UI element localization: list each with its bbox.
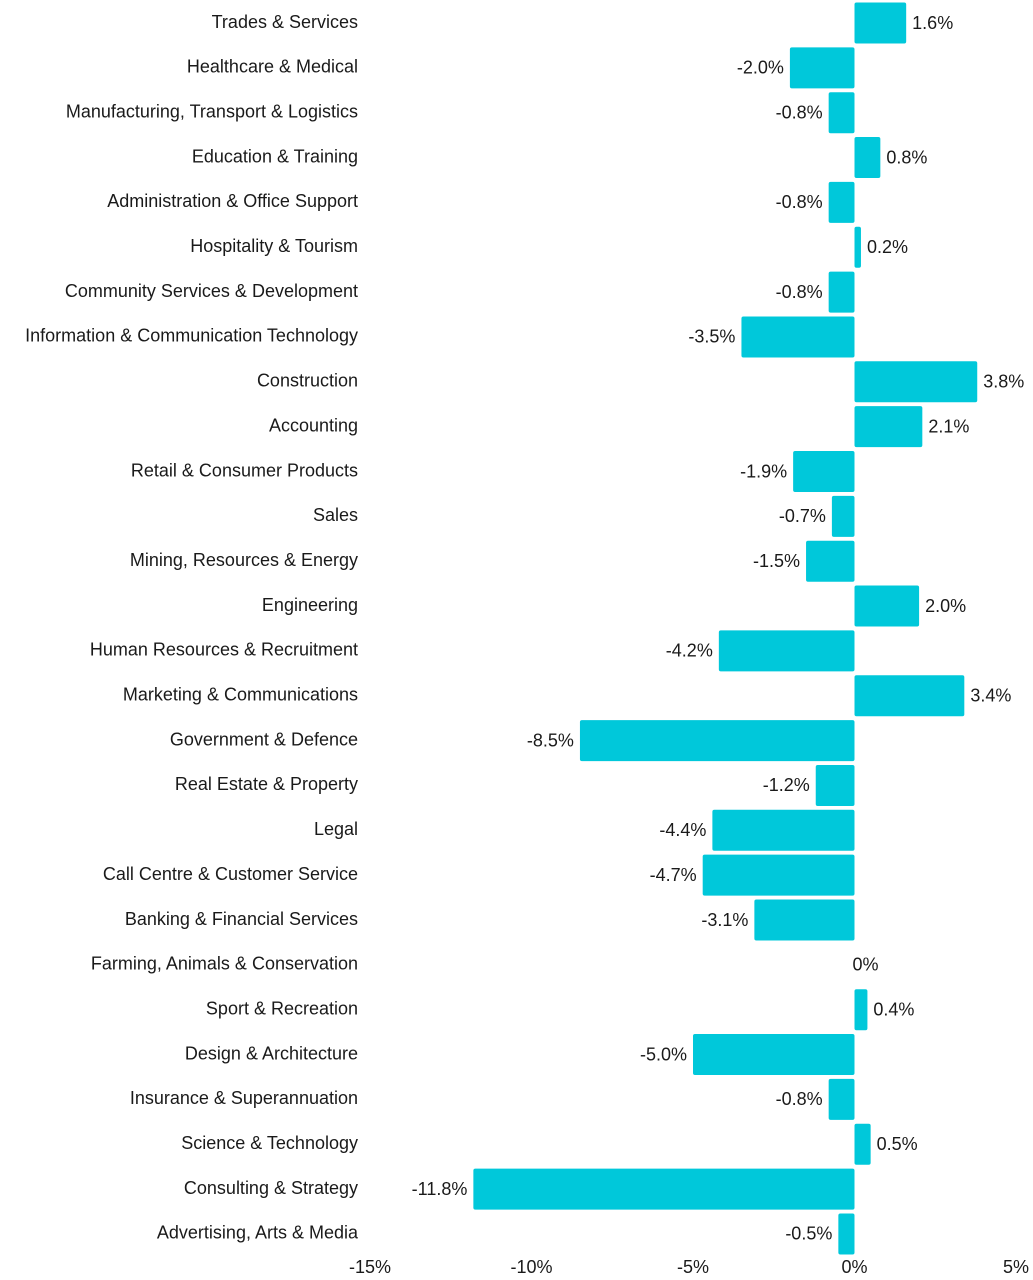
category-label: Mining, Resources & Energy: [130, 550, 358, 570]
category-label: Engineering: [262, 595, 358, 615]
x-axis: -15% -10% -5% 0% 5%: [349, 1257, 1029, 1277]
category-label: Advertising, Arts & Media: [157, 1223, 359, 1243]
data-label: -5.0%: [640, 1044, 687, 1064]
category-label: Retail & Consumer Products: [131, 460, 358, 480]
category-label: Insurance & Superannuation: [130, 1088, 358, 1108]
bar: [702, 854, 855, 896]
bar: [854, 585, 920, 627]
data-label: -4.7%: [650, 865, 697, 885]
category-label: Sport & Recreation: [206, 998, 358, 1018]
bar: [854, 2, 907, 44]
bar: [854, 989, 868, 1031]
category-label: Call Centre & Customer Service: [103, 864, 358, 884]
category-label: Healthcare & Medical: [187, 57, 358, 77]
category-label: Administration & Office Support: [107, 191, 358, 211]
x-tick-label: 0%: [841, 1257, 867, 1277]
data-label: 2.0%: [925, 596, 966, 616]
category-label: Hospitality & Tourism: [190, 236, 358, 256]
category-label: Information & Communication Technology: [25, 326, 358, 346]
category-label: Construction: [257, 371, 358, 391]
category-label: Government & Defence: [170, 729, 358, 749]
x-tick-label: -5%: [677, 1257, 709, 1277]
data-label: 0.4%: [873, 999, 914, 1019]
bar: [854, 361, 978, 403]
bar: [854, 675, 965, 717]
data-label: -1.5%: [753, 551, 800, 571]
data-label: -4.2%: [666, 641, 713, 661]
data-label: 0.2%: [867, 237, 908, 257]
bar: [473, 1168, 855, 1210]
x-tick-label: -15%: [349, 1257, 391, 1277]
data-label: -1.9%: [740, 461, 787, 481]
bar: [789, 47, 855, 89]
data-label: -0.5%: [785, 1224, 832, 1244]
data-label: 0.5%: [877, 1134, 918, 1154]
bar: [579, 720, 855, 762]
data-label: 1.6%: [912, 13, 953, 33]
category-label: Science & Technology: [181, 1133, 358, 1153]
category-label: Real Estate & Property: [175, 774, 358, 794]
data-label: -0.8%: [776, 1089, 823, 1109]
data-label: 2.1%: [928, 416, 969, 436]
category-label: Trades & Services: [212, 12, 358, 32]
bar: [793, 451, 855, 492]
category-label: Marketing & Communications: [123, 685, 358, 705]
bar: [815, 764, 855, 806]
data-label: -1.2%: [763, 775, 810, 795]
data-label: -0.8%: [776, 282, 823, 302]
category-label: Human Resources & Recruitment: [90, 640, 358, 660]
category-label: Design & Architecture: [185, 1043, 358, 1063]
bar: [854, 137, 881, 179]
bar: [828, 1078, 855, 1120]
data-label: 3.8%: [983, 372, 1024, 392]
bar: [854, 1123, 871, 1165]
bar: [828, 271, 855, 313]
category-label: Consulting & Strategy: [184, 1178, 358, 1198]
category-label: Sales: [313, 505, 358, 525]
data-label: 0.8%: [886, 147, 927, 167]
bar: [838, 1213, 855, 1255]
bars: [473, 2, 978, 1255]
data-label: -11.8%: [412, 1179, 468, 1199]
bar: [718, 630, 855, 672]
category-label: Community Services & Development: [65, 281, 358, 301]
x-tick-label: -10%: [510, 1257, 552, 1277]
category-label: Manufacturing, Transport & Logistics: [66, 101, 358, 121]
x-tick-label: 5%: [1003, 1257, 1029, 1277]
bar: [712, 809, 855, 851]
data-label: -3.5%: [688, 327, 735, 347]
bar: [754, 899, 855, 941]
bar: [831, 495, 855, 537]
bar: [828, 181, 855, 223]
category-label: Legal: [314, 819, 358, 839]
category-labels: Trades & Services Healthcare & Medical Man…: [25, 12, 359, 1243]
data-label: -4.4%: [659, 820, 706, 840]
data-label: 3.4%: [970, 686, 1011, 706]
data-label: -0.8%: [776, 192, 823, 212]
category-label: Education & Training: [192, 146, 358, 166]
category-label: Farming, Animals & Conservation: [91, 954, 358, 974]
bar: [741, 316, 855, 358]
data-label: -2.0%: [737, 58, 784, 78]
bar: [854, 406, 923, 448]
bar: [806, 540, 855, 582]
bar: [693, 1034, 855, 1076]
data-label: -3.1%: [701, 910, 748, 930]
data-label: -0.7%: [779, 506, 826, 526]
data-label: -0.8%: [776, 102, 823, 122]
bar: [828, 92, 855, 134]
data-label: -8.5%: [527, 730, 574, 750]
data-label: 0%: [853, 955, 879, 975]
category-label: Banking & Financial Services: [125, 909, 358, 929]
category-label: Accounting: [269, 415, 358, 435]
bar: [854, 226, 861, 268]
value-labels: 1.6% -2.0% -0.8% 0.8% -0.8% 0.2% -0.8% -3.5% 3.8…: [412, 13, 1025, 1244]
